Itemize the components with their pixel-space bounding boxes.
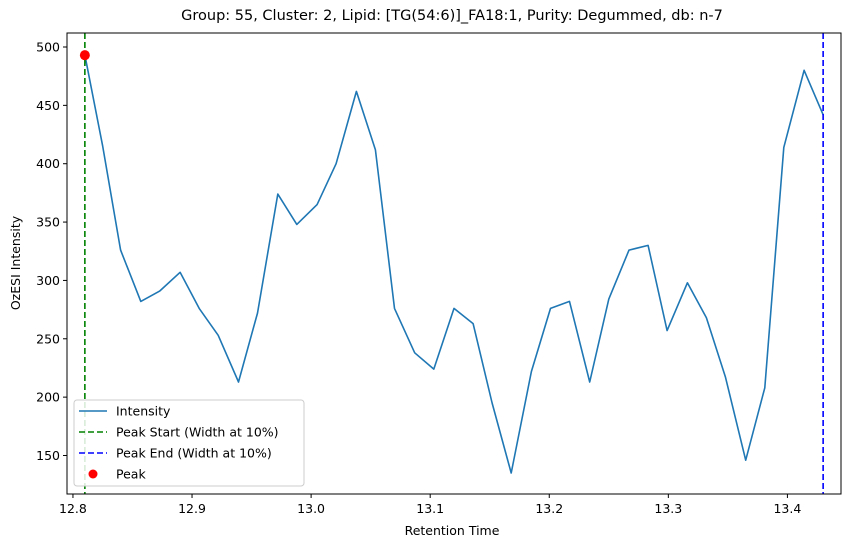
x-axis-ticks: 12.8 12.9 13.0 13.1 13.2 13.3 13.4 — [59, 494, 801, 516]
x-tick-label: 13.3 — [654, 501, 682, 516]
legend-box — [73, 399, 305, 487]
x-tick-label: 12.8 — [59, 501, 87, 516]
y-tick-label: 450 — [36, 98, 60, 113]
x-tick-label: 13.4 — [773, 501, 801, 516]
peak-marker-0 — [79, 50, 90, 61]
legend: Intensity Peak Start (Width at 10%) Peak E… — [73, 399, 305, 487]
legend-label-2: Peak End (Width at 10%) — [116, 446, 272, 461]
x-tick-label: 13.1 — [416, 501, 444, 516]
y-tick-label: 350 — [36, 215, 60, 230]
x-tick-label: 13.0 — [297, 501, 325, 516]
x-tick-label: 12.9 — [178, 501, 206, 516]
plot-area — [79, 33, 824, 494]
y-tick-label: 300 — [36, 273, 60, 288]
y-axis-ticks: 150 200 250 300 350 400 450 500 — [36, 40, 67, 463]
legend-label-0: Intensity — [116, 404, 171, 419]
series-line-0 — [84, 55, 824, 474]
y-tick-label: 200 — [36, 390, 60, 405]
y-tick-label: 500 — [36, 40, 60, 55]
legend-label-3: Peak — [116, 467, 146, 482]
legend-marker-peak — [88, 469, 98, 479]
y-tick-label: 250 — [36, 331, 60, 346]
y-tick-label: 150 — [36, 448, 60, 463]
legend-label-1: Peak Start (Width at 10%) — [116, 425, 279, 440]
chart-title: Group: 55, Cluster: 2, Lipid: [TG(54:6)]… — [181, 8, 723, 24]
x-axis-label: Retention Time — [405, 523, 500, 538]
plot-frame — [66, 32, 842, 495]
x-tick-label: 13.2 — [535, 501, 563, 516]
y-tick-label: 400 — [36, 156, 60, 171]
y-axis-label: OzESI Intensity — [8, 215, 23, 310]
